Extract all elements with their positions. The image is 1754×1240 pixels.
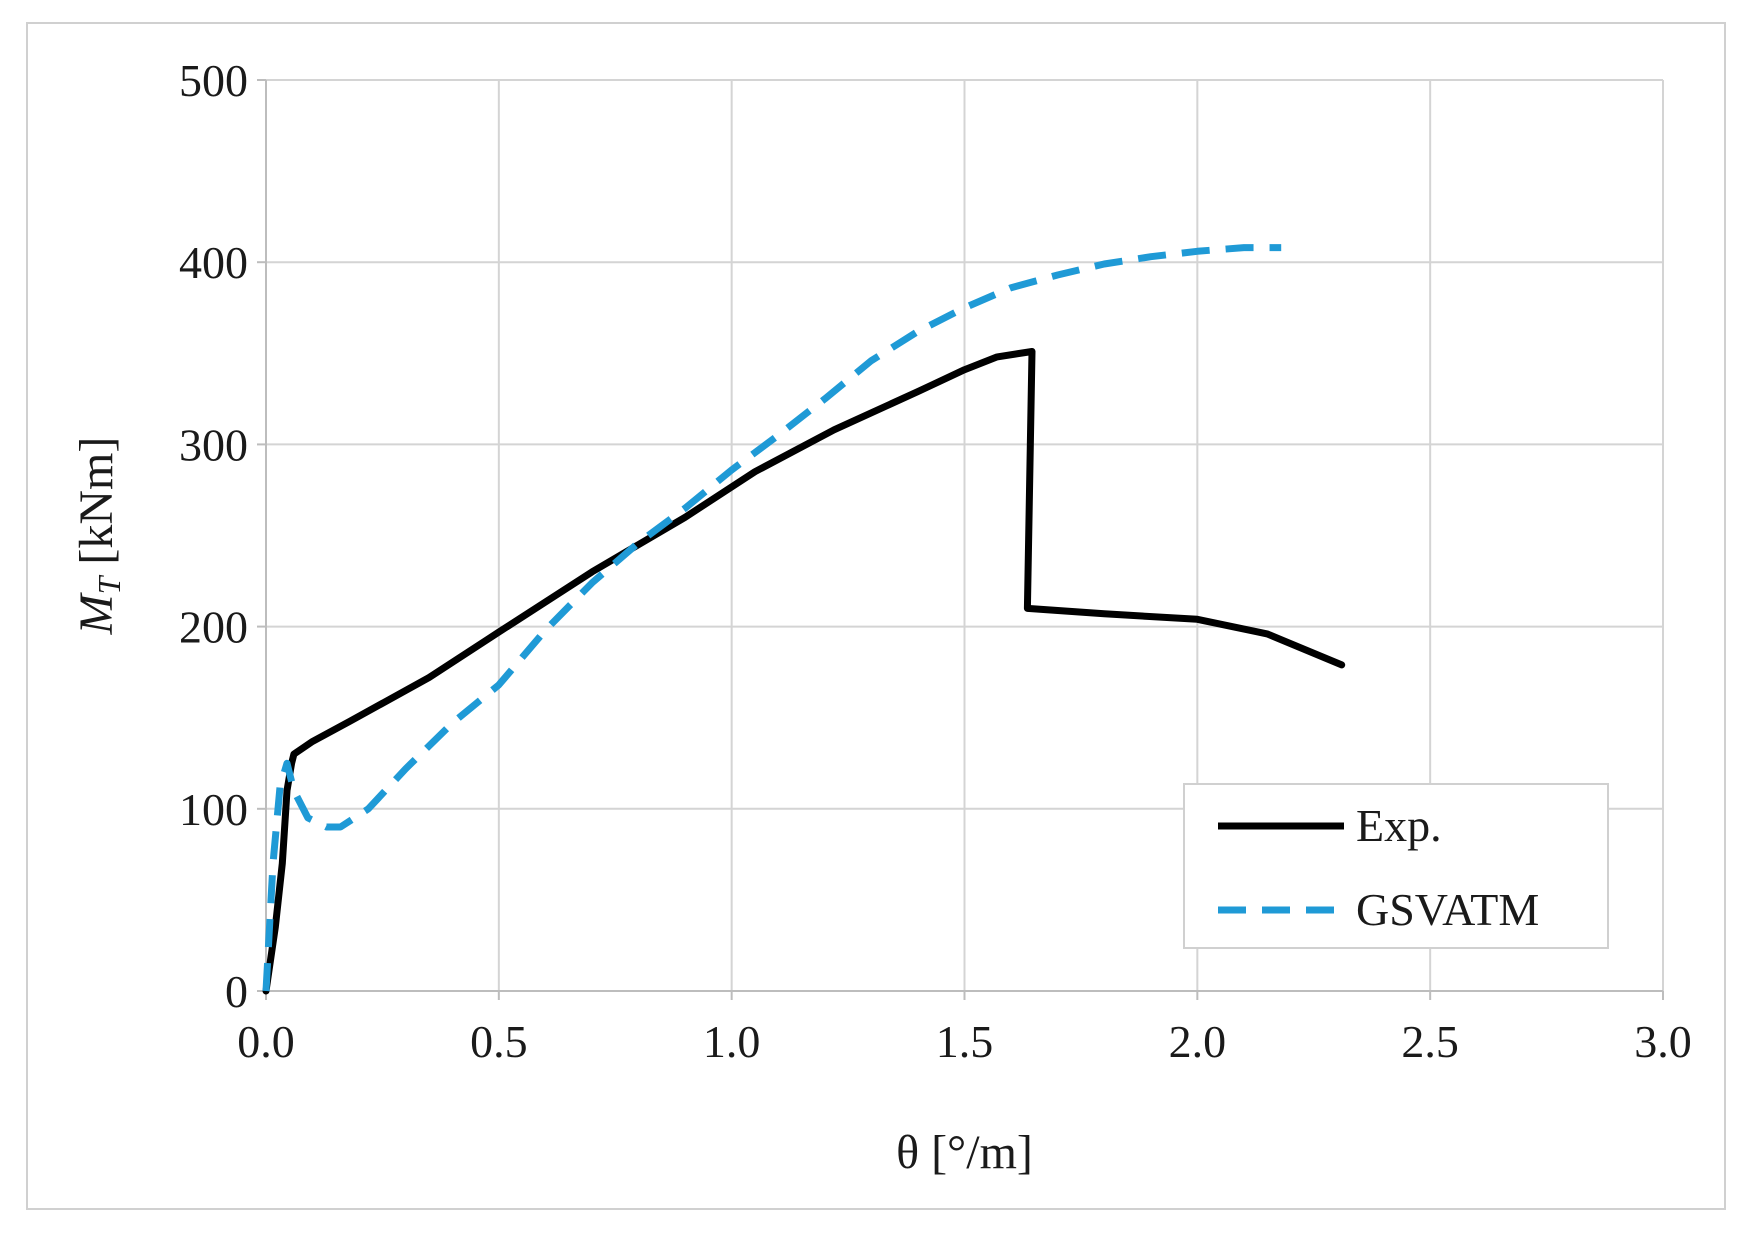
y-tick-label: 0	[225, 966, 248, 1017]
x-tick-label: 2.0	[1169, 1016, 1227, 1067]
y-tick-label: 300	[179, 419, 248, 470]
y-tick-label: 400	[179, 237, 248, 288]
x-axis-label: θ [°/m]	[896, 1126, 1033, 1179]
y-tick-label: 100	[179, 784, 248, 835]
y-axis-label-subscript: T	[91, 574, 127, 594]
legend-label-gsvatm: GSVATM	[1356, 884, 1539, 935]
y-axis-label-unit: [kNm]	[70, 437, 123, 577]
grid	[265, 79, 1664, 992]
x-tick-label: 1.5	[936, 1016, 994, 1067]
legend-box	[1183, 783, 1609, 949]
y-axis-label-main: M	[70, 591, 123, 635]
chart-frame	[26, 22, 1726, 1210]
x-tick-label: 0.0	[237, 1016, 295, 1067]
x-tick-label: 2.5	[1401, 1016, 1459, 1067]
tick-labels: 0.0 0.5 1.0 1.5 2.0 2.5 3.0 0 100 200 300 400 500	[179, 55, 1692, 1067]
x-tick-label: 0.5	[470, 1016, 528, 1067]
axes	[257, 79, 1664, 1000]
series-line-exp	[262, 348, 1346, 995]
legend-label-exp: Exp.	[1356, 800, 1442, 851]
x-tick-label: 3.0	[1634, 1016, 1692, 1067]
legend: Exp. GSVATM	[1183, 783, 1609, 949]
y-axis-label: MT [kNm]	[70, 437, 127, 636]
series-line-gsvatm	[262, 244, 1282, 992]
y-tick-label: 500	[179, 55, 248, 106]
y-tick-label: 200	[179, 602, 248, 653]
series-group	[262, 244, 1346, 995]
x-tick-label: 1.0	[703, 1016, 761, 1067]
